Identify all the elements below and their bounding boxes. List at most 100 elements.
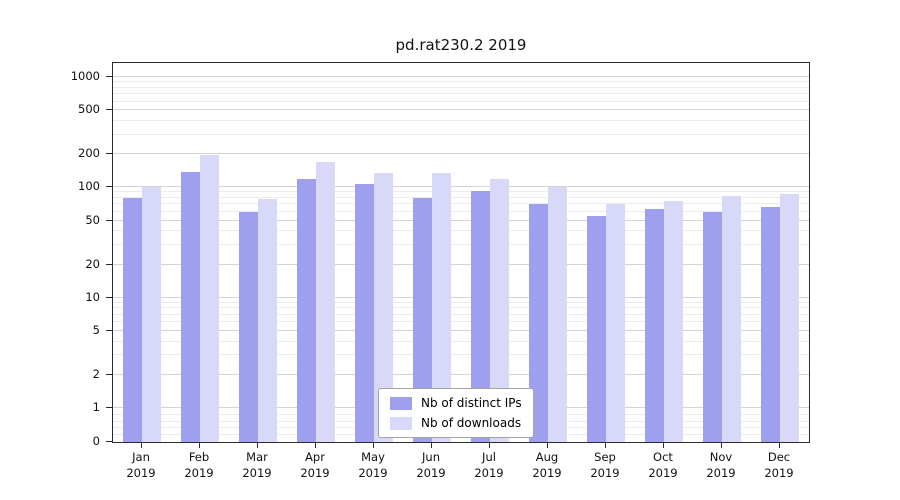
bar-downloads	[780, 193, 799, 442]
y-axis-tick-label: 1000	[70, 69, 100, 83]
gridline	[113, 76, 809, 77]
y-axis-tick-mark	[106, 441, 112, 442]
y-axis-tick-label: 2	[92, 366, 100, 381]
gridline	[113, 340, 809, 342]
x-axis-tick-mark	[547, 443, 548, 448]
bar-distinct-ips	[703, 211, 722, 442]
plot-area	[112, 62, 810, 443]
bar-distinct-ips	[471, 191, 490, 442]
x-axis-tick-label: Apr 2019	[300, 450, 330, 480]
bar-downloads	[316, 161, 335, 442]
bar-downloads	[664, 200, 683, 442]
y-axis-tick-label: 200	[78, 146, 100, 161]
bar-downloads	[606, 204, 625, 442]
x-axis-tick-label: Oct 2019	[648, 450, 678, 480]
bar-distinct-ips	[123, 198, 142, 442]
gridline	[113, 230, 809, 232]
gridline	[113, 86, 809, 88]
x-axis-tick-mark	[663, 443, 664, 448]
gridline	[113, 203, 809, 205]
x-axis-tick-mark	[721, 443, 722, 448]
gridline	[113, 191, 809, 193]
legend-swatch-downloads	[390, 416, 412, 430]
x-axis-tick-mark	[489, 443, 490, 448]
legend-swatch-distinct-ips	[390, 396, 412, 410]
chart-title: pd.rat230.2 2019	[395, 36, 527, 54]
x-axis-tick-label: Mar 2019	[242, 450, 272, 480]
x-axis-tick-mark	[315, 443, 316, 448]
bar-downloads	[722, 195, 741, 442]
y-axis-tick-label: 5	[92, 322, 100, 337]
gridline	[113, 153, 809, 155]
y-axis-tick-label: 50	[85, 212, 100, 227]
x-axis-tick-label: Feb 2019	[184, 450, 214, 480]
x-axis-tick-label: Nov 2019	[706, 450, 736, 480]
legend-label: Nb of distinct IPs	[421, 396, 522, 410]
x-axis-tick-mark	[141, 443, 142, 448]
x-axis-tick-label: Jan 2019	[126, 450, 156, 480]
gridline	[113, 119, 809, 121]
y-axis-tick-mark	[106, 109, 112, 111]
gridline	[113, 354, 809, 356]
y-axis-tick-mark	[106, 263, 112, 265]
gridline	[113, 109, 809, 111]
x-axis-tick-label: Jun 2019	[416, 450, 446, 480]
gridline	[113, 100, 809, 102]
x-axis-tick-label: Aug 2019	[532, 450, 562, 480]
bar-distinct-ips	[761, 206, 780, 442]
gridline	[113, 210, 809, 212]
gridline	[113, 296, 809, 298]
y-axis-tick-label: 20	[85, 256, 100, 271]
gridline	[113, 197, 809, 198]
y-axis-tick-mark	[106, 329, 112, 331]
x-axis-tick-label: May 2019	[358, 450, 388, 480]
y-axis-tick-label: 100	[78, 179, 100, 194]
gridline	[113, 301, 809, 303]
x-axis-tick-label: Dec 2019	[764, 450, 794, 480]
y-axis-tick-label: 0	[92, 434, 100, 448]
gridline	[113, 313, 809, 315]
bar-downloads	[200, 154, 219, 442]
bar-downloads	[258, 199, 277, 442]
gridline	[113, 244, 809, 245]
gridline	[113, 81, 809, 82]
y-axis-tick-mark	[106, 407, 112, 408]
x-axis-tick-mark	[431, 443, 432, 448]
y-axis-tick-label: 1	[92, 400, 100, 414]
x-axis-tick-mark	[779, 443, 780, 448]
bar-distinct-ips	[587, 216, 606, 442]
bar-distinct-ips	[529, 204, 548, 442]
x-axis-tick-mark	[257, 443, 258, 448]
bar-downloads	[142, 187, 161, 442]
y-axis-tick-mark	[106, 296, 112, 298]
bar-distinct-ips	[239, 211, 258, 442]
gridline	[113, 263, 809, 265]
gridline	[113, 219, 809, 221]
y-axis-tick-mark	[106, 186, 112, 188]
bar-downloads	[374, 173, 393, 442]
gridline	[113, 93, 809, 95]
bar-distinct-ips	[645, 208, 664, 442]
bar-downloads	[548, 187, 567, 442]
gridline	[113, 186, 809, 188]
y-axis-tick-label: 500	[78, 102, 100, 117]
gridline	[113, 321, 809, 323]
x-axis-tick-mark	[605, 443, 606, 448]
legend-item: Nb of downloads	[390, 416, 522, 430]
y-axis-tick-mark	[106, 153, 112, 155]
x-axis-tick-mark	[199, 443, 200, 448]
legend: Nb of distinct IPs Nb of downloads	[378, 388, 534, 438]
bar-distinct-ips	[413, 198, 432, 442]
y-axis-tick-mark	[106, 219, 112, 221]
bar-distinct-ips	[297, 179, 316, 442]
gridline	[113, 133, 809, 135]
bar-downloads	[432, 173, 451, 442]
y-axis-tick-mark	[106, 373, 112, 375]
gridline	[113, 373, 809, 375]
bar-distinct-ips	[181, 171, 200, 442]
x-axis-tick-label: Jul 2019	[474, 450, 504, 480]
legend-item: Nb of distinct IPs	[390, 396, 522, 410]
gridline	[113, 329, 809, 331]
x-axis-tick-label: Sep 2019	[590, 450, 620, 480]
